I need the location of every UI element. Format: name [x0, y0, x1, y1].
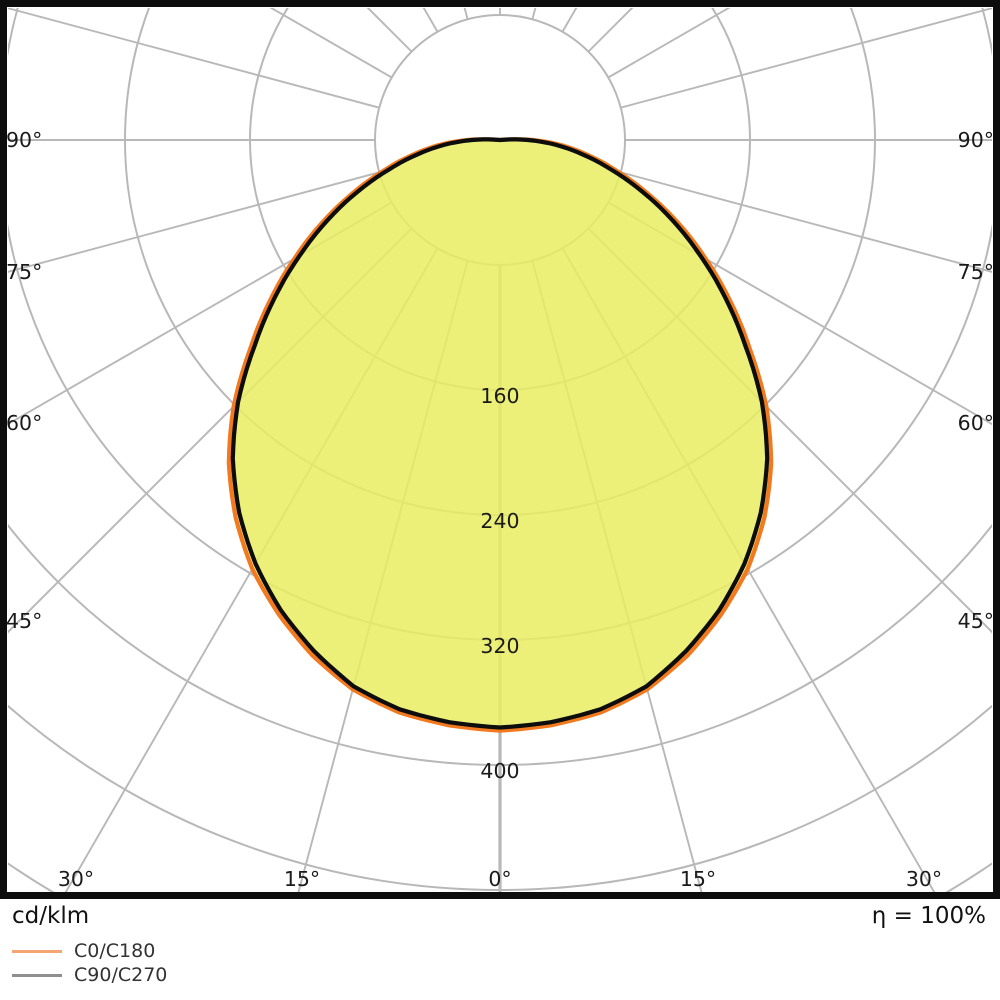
- axis-labels: 160 240 320 400 0° 15° 15° 30° 30° 45° 45° 60° 60° 75…: [6, 128, 994, 891]
- c90-line-swatch: [12, 973, 62, 977]
- tick-label: 240: [480, 509, 519, 533]
- tick-label: 45°: [958, 609, 994, 633]
- tick-label: 160: [480, 384, 519, 408]
- tick-label: 60°: [958, 411, 994, 435]
- tick-label: 75°: [6, 260, 42, 284]
- c90-c270-curve: [230, 137, 770, 730]
- unit-label: cd/klm: [12, 903, 90, 929]
- tick-label: 30°: [58, 867, 94, 891]
- legend: C0/C180 C90/C270: [12, 939, 167, 987]
- tick-label: 60°: [6, 411, 42, 435]
- c0-c180-curve: [226, 137, 774, 733]
- tick-label: 90°: [6, 128, 42, 152]
- chart-footer: cd/klm η = 100% C0/C180 C90/C270: [0, 899, 1000, 1000]
- tick-label: 400: [480, 759, 519, 783]
- tick-label: 75°: [958, 260, 994, 284]
- tick-label: 15°: [680, 867, 716, 891]
- tick-label: 0°: [488, 867, 511, 891]
- legend-item-c90: C90/C270: [12, 963, 167, 987]
- legend-label-c0: C0/C180: [74, 940, 156, 962]
- beam-fill: [228, 139, 772, 731]
- legend-item-c0: C0/C180: [12, 939, 167, 963]
- tick-label: 90°: [958, 128, 994, 152]
- tick-label: 15°: [284, 867, 320, 891]
- beam-curves: [226, 137, 774, 733]
- tick-label: 320: [480, 634, 519, 658]
- efficiency-label: η = 100%: [871, 903, 986, 929]
- legend-label-c90: C90/C270: [74, 964, 168, 986]
- plot-frame: [0, 0, 1000, 899]
- footer-header: cd/klm η = 100%: [12, 903, 986, 929]
- c0-line-swatch: [12, 949, 62, 953]
- tick-label: 45°: [6, 609, 42, 633]
- tick-label: 30°: [906, 867, 942, 891]
